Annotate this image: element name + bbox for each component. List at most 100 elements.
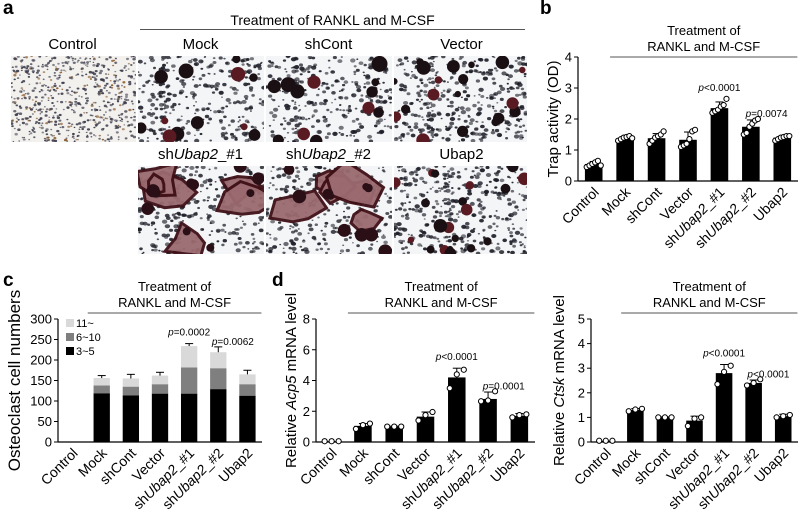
treatment-label-line2: RANKL and M-CSF [118, 295, 231, 310]
bar [742, 126, 760, 181]
micrograph-texture [138, 56, 264, 142]
p-value-annotation: p=0.0002 [167, 328, 210, 339]
data-point [668, 414, 675, 421]
tile-label-control: Control [48, 36, 97, 53]
data-point [625, 408, 632, 415]
bar-segment [210, 352, 227, 369]
data-point [727, 362, 734, 369]
bar [710, 108, 729, 181]
y-tick-label: 4 [303, 373, 310, 388]
data-point [632, 406, 639, 413]
data-point [523, 411, 530, 418]
y-tick-label: 1 [578, 410, 585, 425]
bar-segment [180, 393, 198, 442]
micrograph-control [11, 56, 136, 142]
legend-swatch [66, 319, 74, 327]
bar [647, 138, 666, 181]
bar [448, 377, 466, 442]
micrograph-cells [394, 166, 527, 254]
bar [616, 138, 634, 181]
data-point [366, 420, 374, 427]
micrograph-cells [138, 56, 264, 142]
data-point [780, 413, 787, 420]
y-tick-label: 3 [565, 81, 572, 96]
treatment-label-line2: RANKL and M-CSF [653, 295, 766, 310]
data-point [629, 135, 636, 142]
bar [627, 410, 644, 442]
bar-segment [93, 378, 110, 386]
data-point [714, 381, 721, 388]
treatment-label-line1: Treatment of [673, 279, 747, 294]
micrograph-shubap2-1 [138, 166, 264, 254]
y-axis-label: Relative Ctsk mRNA level [551, 295, 568, 466]
y-tick-label: 0 [565, 174, 572, 189]
data-point [660, 128, 667, 135]
x-tick-label: shCont [622, 184, 665, 227]
treatment-label-line2: RANKL and M-CSF [385, 295, 498, 310]
treatment-label-line1: Treatment of [667, 23, 741, 38]
p-value-annotation: p<0.0001 [697, 83, 740, 94]
x-tick-label: Control [559, 184, 602, 227]
bar-segment [122, 378, 140, 387]
bar-segment [151, 393, 169, 442]
bar-segment [180, 346, 198, 368]
bar-segment [239, 384, 256, 396]
micrograph-texture [11, 56, 136, 142]
data-point [609, 437, 616, 444]
bar-segment [93, 393, 110, 442]
data-point [743, 129, 750, 137]
data-point [429, 408, 436, 416]
micrograph-shcont [266, 56, 392, 142]
data-point [391, 423, 398, 430]
y-tick-label: 2 [303, 404, 310, 419]
data-point [655, 414, 662, 421]
data-point [698, 414, 705, 421]
micrograph-texture [266, 166, 392, 254]
bar [416, 416, 435, 442]
y-tick-label: 6 [303, 342, 310, 357]
y-axis-label: Relative Acp5 mRNA level [283, 293, 300, 468]
p-value-annotation: p<0.0001 [746, 369, 789, 380]
bar [774, 416, 792, 442]
legend-label: 11~ [76, 318, 94, 330]
y-tick-label: 250 [30, 332, 52, 347]
y-axis-label: Trap activity (OD) [545, 61, 562, 178]
label-gene: Ubap2 [173, 146, 218, 163]
bar-segment [151, 375, 169, 385]
legend-label: 6~10 [76, 332, 101, 344]
bar-segment [210, 389, 227, 442]
y-tick-label: 150 [30, 373, 52, 388]
legend-swatch [66, 333, 74, 341]
x-tick-label: Ubap2 [215, 445, 256, 486]
micrograph-texture [138, 166, 264, 254]
treatment-label-line1: Treatment of [138, 279, 212, 294]
panel-a-treatment-line [140, 29, 525, 30]
bar [715, 373, 733, 442]
y-axis-label: Osteoclast cell numbers [5, 290, 24, 471]
tile-label-shubap2-2: shUbap2_#2 [266, 146, 391, 163]
bar-segment [210, 368, 227, 390]
data-point [460, 366, 467, 373]
data-point [516, 411, 523, 419]
data-point [786, 132, 793, 140]
y-tick-label: 100 [30, 394, 52, 409]
bar [679, 139, 697, 181]
bar [479, 398, 497, 442]
bar [773, 137, 792, 181]
panel-letter-b: b [540, 0, 552, 19]
bar-segment [122, 395, 140, 442]
y-tick-label: 0 [578, 435, 585, 450]
tile-label-shcont: shCont [304, 36, 353, 53]
y-tick-label: 300 [30, 312, 52, 327]
micrograph-cells [138, 166, 264, 254]
data-point [691, 415, 698, 422]
micrograph-texture [394, 166, 527, 254]
data-point [422, 411, 429, 419]
data-point [686, 136, 693, 143]
label-suffix: _#1 [218, 146, 244, 163]
data-point [754, 115, 761, 123]
micrograph-cells [11, 56, 136, 142]
data-point [723, 95, 730, 102]
p-value-annotation: p<0.0001 [435, 352, 478, 363]
data-point [453, 371, 460, 378]
